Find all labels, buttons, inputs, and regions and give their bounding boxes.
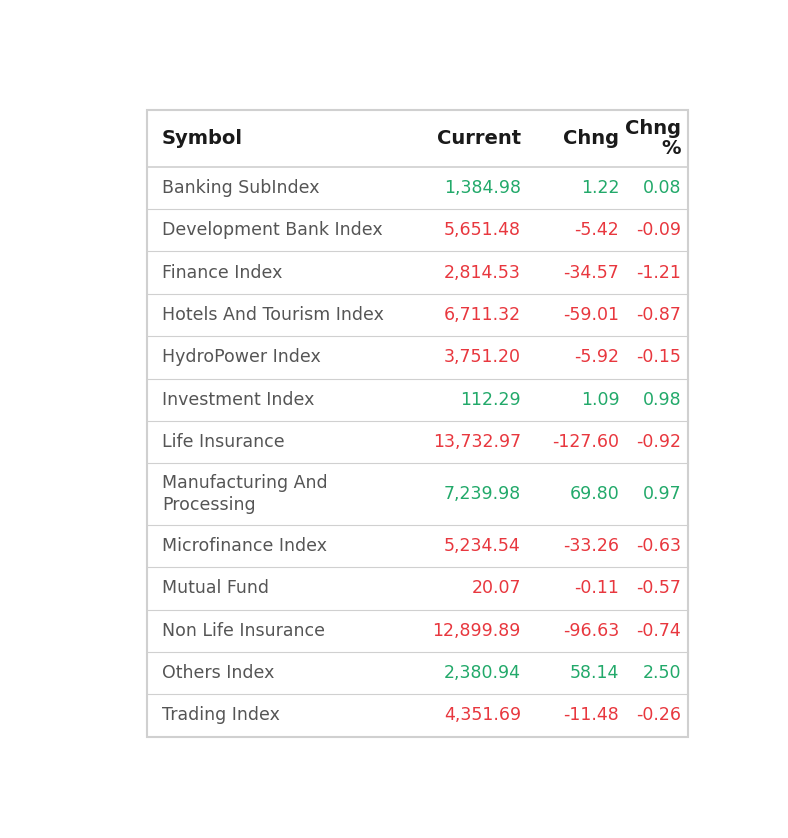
Text: 2.50: 2.50 — [643, 664, 682, 682]
Text: 1,384.98: 1,384.98 — [444, 179, 521, 197]
Text: Chng: Chng — [563, 129, 619, 147]
Text: -5.92: -5.92 — [574, 349, 619, 366]
Text: -0.92: -0.92 — [636, 433, 682, 451]
Text: -0.15: -0.15 — [637, 349, 682, 366]
Text: 5,234.54: 5,234.54 — [444, 537, 521, 555]
Text: 6,711.32: 6,711.32 — [444, 306, 521, 324]
Text: -5.42: -5.42 — [574, 221, 619, 240]
Text: -0.57: -0.57 — [637, 579, 682, 597]
Text: Current: Current — [437, 129, 521, 147]
Text: HydroPower Index: HydroPower Index — [162, 349, 321, 366]
Text: 2,380.94: 2,380.94 — [444, 664, 521, 682]
Text: Manufacturing And
Processing: Manufacturing And Processing — [162, 473, 328, 515]
Bar — [147, 110, 687, 737]
Text: -0.87: -0.87 — [637, 306, 682, 324]
Text: Mutual Fund: Mutual Fund — [162, 579, 269, 597]
Text: -0.11: -0.11 — [574, 579, 619, 597]
Text: -96.63: -96.63 — [563, 622, 619, 639]
Text: 1.09: 1.09 — [581, 391, 619, 409]
Text: Chng
%: Chng % — [626, 118, 682, 158]
Text: Investment Index: Investment Index — [162, 391, 314, 409]
Text: 112.29: 112.29 — [460, 391, 521, 409]
Text: -0.26: -0.26 — [636, 706, 682, 724]
Text: Finance Index: Finance Index — [162, 264, 282, 282]
Text: 2,814.53: 2,814.53 — [444, 264, 521, 282]
Text: 0.98: 0.98 — [643, 391, 682, 409]
Text: -0.74: -0.74 — [637, 622, 682, 639]
Text: 13,732.97: 13,732.97 — [433, 433, 521, 451]
Text: 7,239.98: 7,239.98 — [444, 485, 521, 503]
Text: 20.07: 20.07 — [471, 579, 521, 597]
Text: -59.01: -59.01 — [563, 306, 619, 324]
Text: 4,351.69: 4,351.69 — [444, 706, 521, 724]
Text: -34.57: -34.57 — [563, 264, 619, 282]
Text: -0.09: -0.09 — [636, 221, 682, 240]
Text: 3,751.20: 3,751.20 — [444, 349, 521, 366]
Text: 12,899.89: 12,899.89 — [433, 622, 521, 639]
Text: Non Life Insurance: Non Life Insurance — [162, 622, 325, 639]
Text: -11.48: -11.48 — [563, 706, 619, 724]
Text: Others Index: Others Index — [162, 664, 274, 682]
Text: -1.21: -1.21 — [637, 264, 682, 282]
Text: 1.22: 1.22 — [581, 179, 619, 197]
Text: 0.97: 0.97 — [643, 485, 682, 503]
Text: 5,651.48: 5,651.48 — [444, 221, 521, 240]
Text: Symbol: Symbol — [162, 129, 243, 147]
Text: 58.14: 58.14 — [570, 664, 619, 682]
Text: Banking SubIndex: Banking SubIndex — [162, 179, 320, 197]
Text: 0.08: 0.08 — [643, 179, 682, 197]
Text: Trading Index: Trading Index — [162, 706, 280, 724]
Text: -33.26: -33.26 — [563, 537, 619, 555]
Text: Hotels And Tourism Index: Hotels And Tourism Index — [162, 306, 384, 324]
Text: 69.80: 69.80 — [570, 485, 619, 503]
Text: -127.60: -127.60 — [552, 433, 619, 451]
Text: -0.63: -0.63 — [636, 537, 682, 555]
Text: Development Bank Index: Development Bank Index — [162, 221, 383, 240]
Text: Microfinance Index: Microfinance Index — [162, 537, 327, 555]
Text: Life Insurance: Life Insurance — [162, 433, 284, 451]
